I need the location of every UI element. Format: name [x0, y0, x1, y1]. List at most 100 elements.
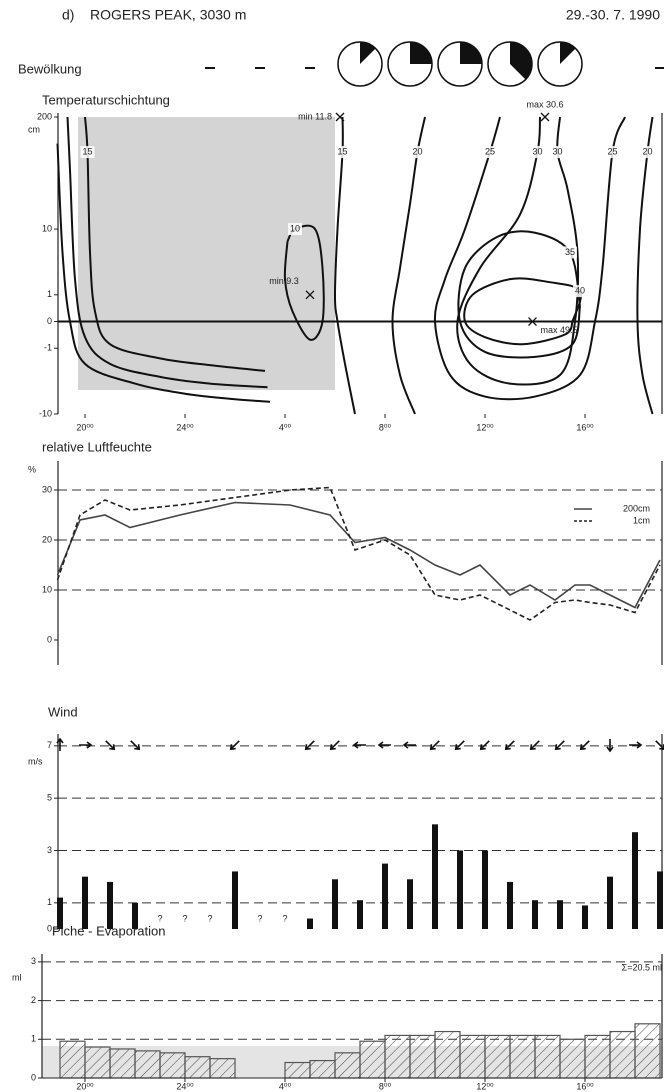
wind-arrow [352, 741, 366, 749]
evaporation-bar [434, 1030, 461, 1079]
isotherm [636, 116, 654, 415]
wind-bar [307, 918, 313, 929]
y-unit: m/s [28, 756, 43, 766]
evaporation-bar [609, 1030, 636, 1079]
wind-arrow [454, 740, 465, 751]
arrow-shape [629, 741, 643, 749]
isotherm [84, 116, 266, 372]
isotherm-label: 20 [642, 146, 652, 156]
wind-bar [132, 902, 138, 929]
y-tick-label: -10 [39, 408, 52, 418]
wind-arrow [402, 741, 416, 749]
x-tick-label: 16⁰⁰ [576, 422, 594, 432]
x-tick-label: 20⁰⁰ [76, 1081, 94, 1091]
arrow-shape [79, 741, 93, 749]
value-label: ? [157, 913, 162, 923]
wind-bar [507, 881, 513, 929]
evaporation-bar [534, 1034, 561, 1079]
date: 29.-30. 7. 1990 [566, 7, 660, 23]
evaporation-bar [359, 1040, 386, 1079]
wind-arrow [329, 740, 340, 751]
wind-arrow [529, 740, 540, 751]
x-tick-label: 12⁰⁰ [476, 422, 494, 432]
evaporation-bar [59, 1040, 86, 1079]
isotherm [391, 116, 426, 415]
x-tick-label: 24⁰⁰ [176, 422, 194, 432]
evaporation-bar [584, 1034, 611, 1079]
y-tick-label: 0 [47, 316, 52, 326]
value-label: ? [257, 913, 262, 923]
wind-arrow [377, 741, 391, 749]
wind-bar [357, 900, 363, 929]
y-tick-label: 1 [47, 897, 52, 907]
extreme-mark [540, 112, 550, 122]
wind-arrow [554, 740, 565, 751]
isotherm [457, 230, 581, 359]
y-tick-label: 0 [47, 923, 52, 933]
isotherm [463, 277, 582, 346]
wind-bar [432, 824, 438, 929]
arrow-shape [429, 740, 440, 751]
y-unit: ml [12, 972, 22, 982]
isotherm-label: 20 [412, 146, 422, 156]
label-bg [563, 246, 577, 259]
isotherm [456, 116, 580, 386]
arrow-shape [454, 740, 465, 751]
isotherm-label: 15 [337, 146, 347, 156]
wind-bar [532, 900, 538, 929]
x-tick-label: 4⁰⁰ [279, 422, 292, 432]
extreme-mark [528, 317, 537, 326]
label-bg [335, 146, 350, 159]
y-tick-label: 3 [47, 845, 52, 855]
arrow-shape [105, 740, 116, 751]
humidity-line [56, 486, 661, 621]
extreme-label: min 11.8 [298, 111, 332, 121]
x-tick-label: 20⁰⁰ [76, 422, 94, 432]
sum-annotation: Σ=20.5 ml [622, 962, 662, 972]
panel-title: Piche - Evaporation [52, 923, 165, 938]
wind-arrow [579, 740, 590, 751]
arrow-shape [554, 740, 565, 751]
y-tick-label: 10 [42, 223, 52, 233]
evaporation-bar [184, 1056, 211, 1079]
y-tick-label: -1 [44, 343, 52, 353]
label-bg [550, 146, 565, 159]
wind-arrow [229, 740, 240, 751]
evaporation-bar [159, 1052, 186, 1079]
label-bg [573, 285, 587, 298]
extreme-label: min 9.3 [269, 276, 299, 286]
x-tick-label: 8⁰⁰ [379, 1081, 392, 1091]
y-tick-label: 10 [42, 584, 52, 594]
x-tick-label: 24⁰⁰ [176, 1081, 194, 1091]
y-tick-label: 2 [31, 995, 36, 1005]
wind-arrow [130, 740, 141, 751]
x-tick-label: 12⁰⁰ [476, 1081, 494, 1091]
wind-bar [582, 905, 588, 929]
wind-arrow [629, 741, 643, 749]
evaporation-bar [334, 1052, 361, 1079]
x-tick-label: 4⁰⁰ [279, 1081, 292, 1091]
isotherm-label: 40 [575, 285, 585, 295]
wind-bar [657, 871, 663, 929]
isotherm-label: 25 [485, 146, 495, 156]
evaporation-bar [134, 1050, 161, 1079]
cloud-cover [410, 42, 432, 64]
cloud-cover [360, 42, 376, 64]
arrow-shape [606, 739, 614, 753]
y-tick-label: 20 [42, 534, 52, 544]
arrow-shape [56, 737, 64, 751]
isotherm [66, 116, 268, 389]
y-tick-label: 0 [47, 634, 52, 644]
label-bg [483, 146, 497, 159]
isotherm [56, 143, 271, 403]
wind-arrow [479, 740, 490, 751]
wind-bar [107, 881, 113, 929]
wind-bar [57, 897, 63, 929]
arrow-shape [130, 740, 141, 751]
evaporation-bar [509, 1034, 536, 1079]
wind-bar [607, 876, 613, 929]
isotherm-label: 15 [82, 146, 92, 156]
panel-label: d) [62, 7, 74, 23]
wind-bar [482, 850, 488, 929]
